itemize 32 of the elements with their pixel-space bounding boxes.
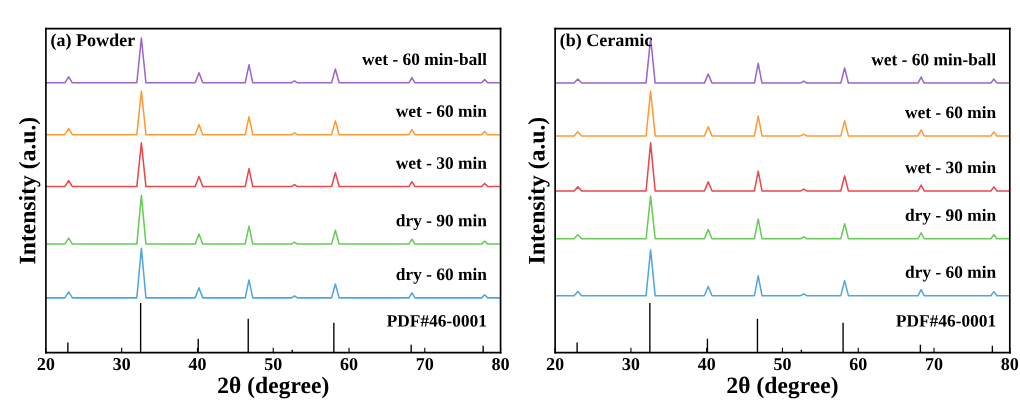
series-label: dry - 90 min [396,214,487,230]
x-axis-title: 2θ (degree) [727,376,838,399]
x-tick-label: 50 [264,357,282,371]
x-tick-label: 80 [492,357,509,371]
y-axis-title: Intensity (a.u.) [528,117,550,264]
chart-title: (a) Powder [51,33,135,50]
x-tick-label: 70 [416,357,434,371]
x-tick-label: 30 [113,357,131,371]
x-tick-label: 50 [774,357,791,371]
chart-title: (b) Ceramic [560,33,652,50]
x-tick-label: 60 [849,357,867,371]
series-label: wet - 60 min [395,104,487,117]
series-label: PDF#46-0001 [896,315,996,327]
series-label: dry - 90 min [905,208,996,225]
series-label: dry - 60 min [396,267,487,284]
series-label: wet - 30 min [905,161,996,174]
series-label: dry - 60 min [905,265,996,282]
series-label: wet - 60 min [905,106,996,119]
x-tick-label: 20 [546,357,564,371]
x-tick-label: 40 [697,357,716,371]
series-label: PDF#46-0001 [386,315,487,327]
series-label: wet - 60 min-ball [362,52,487,66]
x-tick-label: 60 [340,357,358,371]
x-tick-label: 20 [37,357,55,371]
x-tick-label: 30 [622,357,640,371]
x-tick-label: 40 [188,357,206,371]
series-label: wet - 60 min-ball [871,53,996,66]
x-tick-label: 80 [1001,357,1019,371]
x-axis-title: 2θ (degree) [218,376,329,399]
x-tick-label: 70 [926,357,943,371]
series-label: wet - 30 min [395,156,487,169]
y-axis-title: Intensity (a.u.) [18,117,41,264]
